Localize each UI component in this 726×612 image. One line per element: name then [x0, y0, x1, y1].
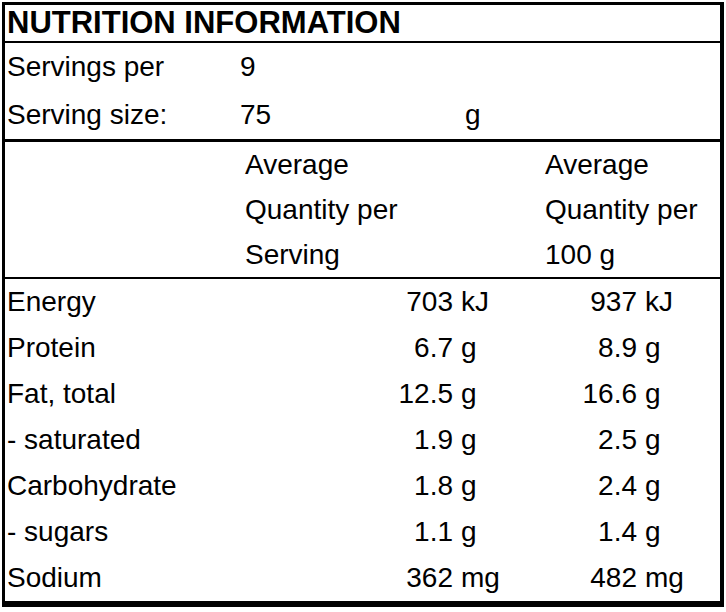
column-header-section: Average Quantity per Serving Average Qua…	[5, 142, 720, 279]
nutrient-label: - sugars	[7, 516, 245, 548]
per-serving-unit: g	[453, 378, 505, 410]
per-serving-header-line1: Average	[245, 142, 398, 187]
per-100g-header-line3: 100 g	[545, 232, 698, 277]
per-serving-value: 1.8	[245, 470, 453, 502]
nutrient-label: Protein	[7, 332, 245, 364]
nutrient-label: Carbohydrate	[7, 470, 245, 502]
per-100g-unit: g	[637, 332, 720, 364]
per-serving-unit: g	[453, 332, 505, 364]
per-100g-unit: g	[637, 378, 720, 410]
per-serving-value: 12.5	[245, 378, 453, 410]
per-100g-value: 937	[505, 286, 637, 318]
per-100g-value: 1.4	[505, 516, 637, 548]
per-100g-value: 8.9	[505, 332, 637, 364]
per-serving-unit: g	[453, 470, 505, 502]
servings-per-label: Servings per	[7, 51, 164, 83]
serving-size-row: Serving size: 75 g	[7, 91, 720, 139]
nutrient-table: Energy 703 kJ 937 kJ Protein 6.7 g 8.9 g…	[5, 279, 720, 601]
per-100g-header-line1: Average	[545, 142, 698, 187]
nutrient-row: Energy 703 kJ 937 kJ	[7, 279, 720, 325]
per-100g-unit: mg	[637, 562, 720, 594]
per-serving-unit: g	[453, 424, 505, 456]
per-100g-unit: g	[637, 424, 720, 456]
per-100g-header-line2: Quantity per	[545, 187, 698, 232]
per-serving-header-line2: Quantity per	[245, 187, 398, 232]
per-serving-value: 1.9	[245, 424, 453, 456]
nutrient-row: - sugars 1.1 g 1.4 g	[7, 509, 720, 555]
per-serving-unit: g	[453, 516, 505, 548]
per-serving-value: 6.7	[245, 332, 453, 364]
per-serving-unit: kJ	[453, 286, 505, 318]
per-serving-header-line3: Serving	[245, 232, 398, 277]
column-header-per-serving: Average Quantity per Serving	[245, 142, 398, 277]
per-100g-value: 482	[505, 562, 637, 594]
per-100g-unit: g	[637, 470, 720, 502]
title-section: NUTRITION INFORMATION	[5, 5, 720, 43]
nutrient-label: - saturated	[7, 424, 245, 456]
per-100g-unit: g	[637, 516, 720, 548]
serving-size-value: 75	[240, 99, 271, 131]
per-100g-unit: kJ	[637, 286, 720, 318]
serving-info-section: Servings per 9 Serving size: 75 g	[5, 43, 720, 142]
per-serving-value: 703	[245, 286, 453, 318]
nutrient-row: - saturated 1.9 g 2.5 g	[7, 417, 720, 463]
serving-size-unit: g	[465, 99, 481, 131]
nutrient-row: Fat, total 12.5 g 16.6 g	[7, 371, 720, 417]
nutrient-label: Sodium	[7, 562, 245, 594]
per-100g-value: 16.6	[505, 378, 637, 410]
nutrient-label: Energy	[7, 286, 245, 318]
per-serving-value: 1.1	[245, 516, 453, 548]
per-serving-value: 362	[245, 562, 453, 594]
per-serving-unit: mg	[453, 562, 505, 594]
nutrient-label: Fat, total	[7, 378, 245, 410]
servings-per-row: Servings per 9	[7, 43, 720, 91]
nutrition-information-panel: NUTRITION INFORMATION Servings per 9 Ser…	[2, 2, 724, 607]
nutrient-row: Protein 6.7 g 8.9 g	[7, 325, 720, 371]
nutrient-row: Carbohydrate 1.8 g 2.4 g	[7, 463, 720, 509]
serving-size-label: Serving size:	[7, 99, 167, 131]
servings-per-value: 9	[240, 51, 256, 83]
panel-title: NUTRITION INFORMATION	[7, 5, 401, 41]
column-header-per-100g: Average Quantity per 100 g	[545, 142, 698, 277]
per-100g-value: 2.4	[505, 470, 637, 502]
nutrient-row: Sodium 362 mg 482 mg	[7, 555, 720, 601]
per-100g-value: 2.5	[505, 424, 637, 456]
